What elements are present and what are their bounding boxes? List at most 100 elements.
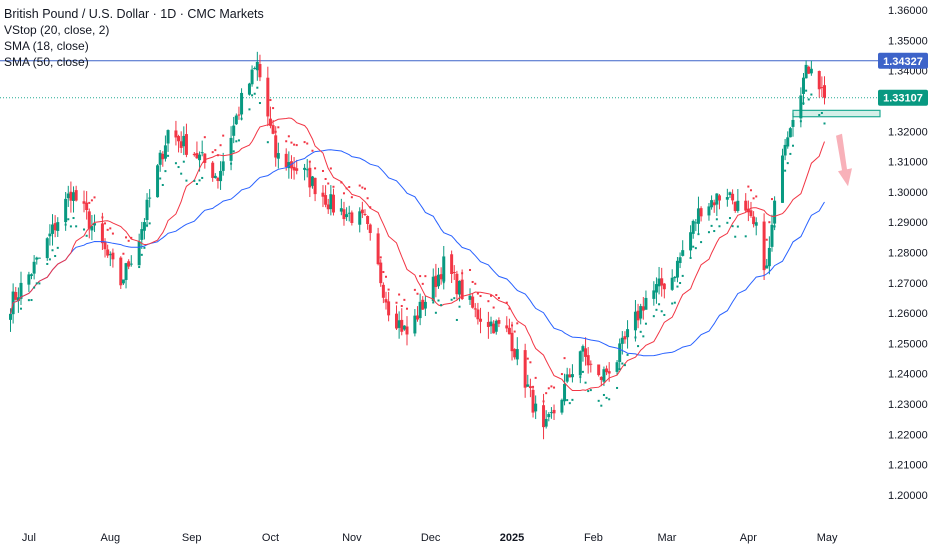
candle[interactable] xyxy=(473,308,477,310)
candle[interactable] xyxy=(72,192,76,201)
candle[interactable] xyxy=(360,209,364,214)
candle[interactable] xyxy=(515,349,519,360)
candle[interactable] xyxy=(400,319,404,332)
candle[interactable] xyxy=(100,223,104,244)
candle[interactable] xyxy=(731,193,735,201)
candle[interactable] xyxy=(636,310,640,321)
candle[interactable] xyxy=(127,261,131,267)
candle[interactable] xyxy=(85,202,89,211)
candle[interactable] xyxy=(192,153,196,156)
candle[interactable] xyxy=(321,192,325,197)
candle[interactable] xyxy=(618,343,622,362)
candle[interactable] xyxy=(510,332,514,352)
candle[interactable] xyxy=(728,192,732,196)
candle[interactable] xyxy=(699,208,703,217)
candle[interactable] xyxy=(379,262,383,284)
candle[interactable] xyxy=(148,197,152,199)
candle[interactable] xyxy=(762,221,766,271)
candle[interactable] xyxy=(644,297,648,310)
candle[interactable] xyxy=(14,292,18,300)
candle[interactable] xyxy=(820,87,824,89)
candle[interactable] xyxy=(253,67,257,69)
candle[interactable] xyxy=(35,257,39,260)
candle[interactable] xyxy=(678,257,682,264)
candle[interactable] xyxy=(363,214,367,216)
candle[interactable] xyxy=(783,144,787,156)
candle[interactable] xyxy=(696,208,700,224)
candle[interactable] xyxy=(544,418,548,427)
candle[interactable] xyxy=(736,200,740,211)
candle[interactable] xyxy=(156,165,160,198)
candle[interactable] xyxy=(198,154,202,161)
candle[interactable] xyxy=(434,275,438,288)
candle[interactable] xyxy=(801,77,805,94)
candle[interactable] xyxy=(788,128,792,138)
candle[interactable] xyxy=(489,321,493,327)
candle[interactable] xyxy=(124,263,128,280)
candle[interactable] xyxy=(324,195,328,205)
candle[interactable] xyxy=(274,135,278,158)
candle[interactable] xyxy=(137,241,141,266)
candle[interactable] xyxy=(479,318,483,322)
candle[interactable] xyxy=(578,351,582,376)
candle[interactable] xyxy=(142,222,146,231)
candle[interactable] xyxy=(345,214,349,218)
sma18-legend[interactable]: SMA (18, close) xyxy=(4,39,89,53)
sma50-legend[interactable]: SMA (50, close) xyxy=(4,55,89,69)
candle[interactable] xyxy=(106,249,110,256)
candle[interactable] xyxy=(416,315,419,320)
candle[interactable] xyxy=(799,95,803,119)
candle[interactable] xyxy=(56,222,60,231)
candle[interactable] xyxy=(90,226,94,231)
candle[interactable] xyxy=(639,306,643,319)
candle[interactable] xyxy=(531,389,535,413)
candle[interactable] xyxy=(397,320,401,328)
candle[interactable] xyxy=(765,265,769,269)
candle[interactable] xyxy=(221,161,225,171)
candle[interactable] xyxy=(568,374,572,378)
candle[interactable] xyxy=(654,284,658,293)
candle[interactable] xyxy=(381,284,385,298)
candle[interactable] xyxy=(418,301,422,319)
candle[interactable] xyxy=(754,222,758,226)
candle[interactable] xyxy=(394,313,398,329)
candle[interactable] xyxy=(657,278,661,287)
candle[interactable] xyxy=(32,261,36,274)
candle[interactable] xyxy=(203,153,207,163)
candle[interactable] xyxy=(303,167,307,170)
candle[interactable] xyxy=(620,337,624,344)
candle[interactable] xyxy=(266,77,270,117)
candle[interactable] xyxy=(547,414,551,418)
candle[interactable] xyxy=(752,216,756,225)
candle[interactable] xyxy=(287,162,291,169)
candle[interactable] xyxy=(229,137,233,161)
candle[interactable] xyxy=(166,130,170,144)
candle[interactable] xyxy=(442,256,446,282)
candle[interactable] xyxy=(66,193,70,199)
candle[interactable] xyxy=(140,229,144,240)
candle[interactable] xyxy=(326,204,330,210)
sma18-line[interactable] xyxy=(10,117,825,391)
candle[interactable] xyxy=(471,296,475,308)
candle[interactable] xyxy=(615,362,619,372)
candle[interactable] xyxy=(507,327,511,335)
candle[interactable] xyxy=(552,409,556,414)
candle[interactable] xyxy=(339,208,343,212)
candle[interactable] xyxy=(570,374,574,378)
support-zone[interactable] xyxy=(792,109,881,118)
candle[interactable] xyxy=(715,193,719,205)
candle[interactable] xyxy=(182,135,186,147)
candle[interactable] xyxy=(145,199,149,220)
candle[interactable] xyxy=(431,276,435,302)
candle[interactable] xyxy=(725,197,729,200)
candle[interactable] xyxy=(376,233,380,265)
candle[interactable] xyxy=(712,202,716,206)
candle[interactable] xyxy=(581,346,585,352)
candle[interactable] xyxy=(413,315,417,334)
candle[interactable] xyxy=(439,274,443,280)
candle[interactable] xyxy=(652,290,656,299)
symbol-title[interactable]: British Pound / U.S. Dollar · 1D · CMC M… xyxy=(4,7,264,21)
candle[interactable] xyxy=(366,216,370,224)
candle[interactable] xyxy=(163,145,167,159)
candle[interactable] xyxy=(791,119,795,127)
